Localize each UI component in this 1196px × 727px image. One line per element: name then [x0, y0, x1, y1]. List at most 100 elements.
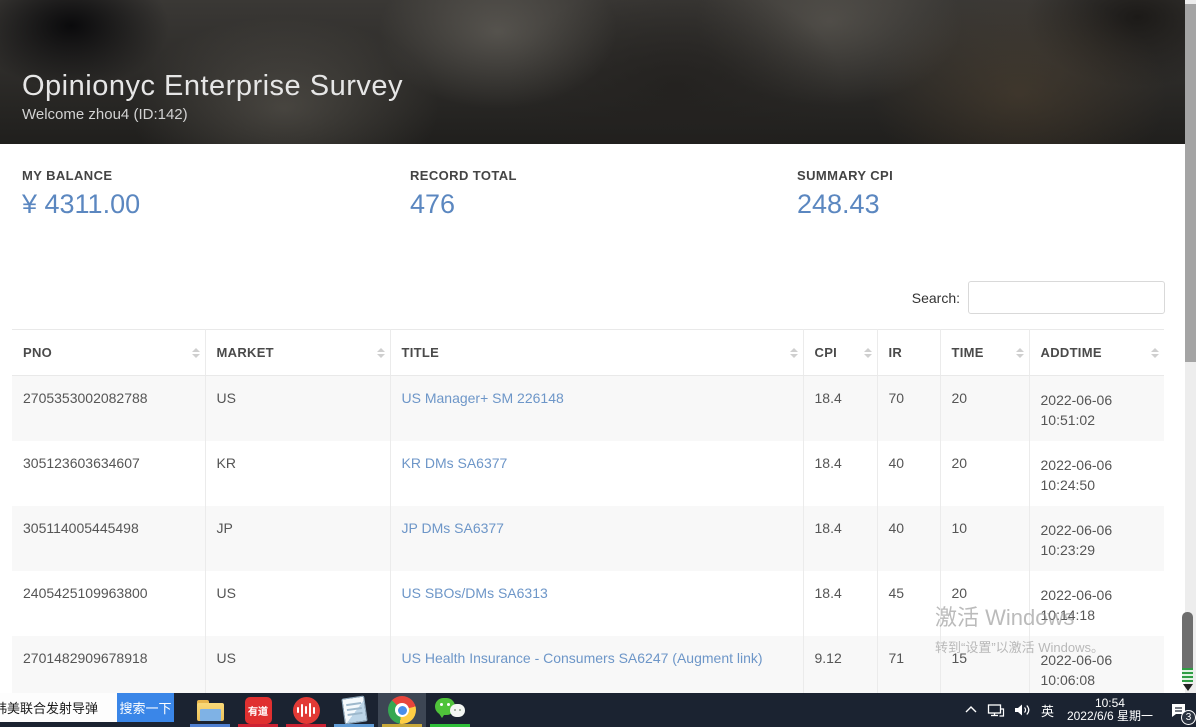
- column-label: PNO: [23, 345, 53, 360]
- stat-value: ¥ 4311.00: [22, 189, 141, 219]
- hero-banner: Opinionyc Enterprise Survey Welcome zhou…: [0, 0, 1185, 144]
- column-label: CPI: [814, 345, 838, 360]
- down-arrow-icon: [1183, 684, 1193, 691]
- running-indicator: [190, 724, 230, 727]
- survey-table: PNO MARKET TITLE CPI IR TIME ADDTIME 270…: [12, 329, 1164, 701]
- table-row: 2701482909678918 US US Health Insurance …: [12, 635, 1164, 701]
- cell-cpi: 18.4: [803, 375, 878, 441]
- taskbar-search-ticker: 韩美联合发射导弹: [0, 701, 99, 716]
- taskbar-app-audio[interactable]: [282, 693, 330, 727]
- table-header-row: PNO MARKET TITLE CPI IR TIME ADDTIME: [12, 329, 1164, 376]
- running-indicator: [238, 724, 278, 727]
- taskbar-apps: 有道: [186, 693, 474, 727]
- column-header-time[interactable]: TIME: [940, 329, 1030, 376]
- addtime-date: 2022-06-06: [1040, 586, 1113, 603]
- sort-icon[interactable]: [376, 347, 385, 358]
- cell-addtime: 2022-06-06 10:24:50: [1029, 441, 1164, 506]
- volume-icon[interactable]: [1014, 703, 1032, 717]
- survey-title-link[interactable]: US Health Insurance - Consumers SA6247 (…: [401, 649, 763, 666]
- page-title: Opinionyc Enterprise Survey: [22, 70, 403, 102]
- survey-title-link[interactable]: KR DMs SA6377: [401, 454, 508, 471]
- cell-ir: 45: [877, 570, 941, 636]
- taskbar-search-box[interactable]: 韩美联合发射导弹: [0, 693, 117, 722]
- stat-label: RECORD TOTAL: [410, 168, 517, 183]
- column-header-cpi[interactable]: CPI: [803, 329, 878, 376]
- tray-chevron-up-icon[interactable]: [964, 704, 978, 716]
- addtime-date: 2022-06-06: [1040, 521, 1113, 538]
- audio-waveform-app-icon: [292, 696, 320, 724]
- column-label: ADDTIME: [1040, 345, 1102, 360]
- column-label: IR: [888, 345, 903, 360]
- addtime-date: 2022-06-06: [1040, 456, 1113, 473]
- column-header-title[interactable]: TITLE: [390, 329, 804, 376]
- scrollbar-track[interactable]: [1185, 0, 1196, 693]
- cell-title: US SBOs/DMs SA6313: [390, 570, 804, 636]
- stat-record-total: RECORD TOTAL 476: [410, 168, 517, 220]
- cell-ir: 40: [877, 440, 941, 506]
- table-row: 2405425109963800 US US SBOs/DMs SA6313 1…: [12, 570, 1164, 636]
- taskbar-app-notepad[interactable]: [330, 693, 378, 727]
- column-header-pno[interactable]: PNO: [12, 329, 206, 376]
- windows-taskbar: 韩美联合发射导弹 搜索一下 有道: [0, 693, 1196, 727]
- tray-clock[interactable]: 10:54 2022/6/6 星期一: [1063, 697, 1157, 723]
- cell-time: 10: [940, 505, 1030, 571]
- file-explorer-icon: [196, 699, 224, 721]
- addtime-clock: 10:14:18: [1040, 606, 1096, 623]
- addtime-clock: 10:23:29: [1040, 541, 1096, 558]
- cell-pno: 2705353002082788: [12, 375, 206, 441]
- taskbar-app-file-explorer[interactable]: [186, 693, 234, 727]
- cell-ir: 40: [877, 505, 941, 571]
- table-search: Search:: [912, 281, 1165, 314]
- sort-icon[interactable]: [863, 347, 872, 358]
- search-label: Search:: [911, 289, 960, 306]
- sort-icon[interactable]: [191, 347, 200, 358]
- widget-body: [1182, 612, 1193, 668]
- cell-cpi: 9.12: [803, 635, 878, 701]
- search-input[interactable]: [968, 281, 1165, 314]
- survey-title-link[interactable]: JP DMs SA6377: [401, 519, 504, 536]
- widget-progress-stripes: [1182, 668, 1193, 682]
- stat-label: SUMMARY CPI: [797, 168, 894, 183]
- cell-cpi: 18.4: [803, 570, 878, 636]
- sort-icon[interactable]: [789, 347, 798, 358]
- input-language-indicator[interactable]: 英: [1040, 703, 1054, 719]
- survey-title-link[interactable]: US SBOs/DMs SA6313: [401, 584, 548, 601]
- column-header-ir[interactable]: IR: [877, 329, 941, 376]
- cell-title: US Health Insurance - Consumers SA6247 (…: [390, 635, 804, 701]
- network-icon[interactable]: [987, 703, 1005, 718]
- stats-row: MY BALANCE ¥ 4311.00 RECORD TOTAL 476 SU…: [0, 168, 1185, 238]
- sort-icon[interactable]: [1151, 347, 1159, 358]
- taskbar-app-youdao[interactable]: 有道: [234, 693, 282, 727]
- cell-cpi: 18.4: [803, 505, 878, 571]
- cell-market: US: [205, 635, 391, 701]
- cell-title: US Manager+ SM 226148: [390, 375, 804, 441]
- column-header-addtime[interactable]: ADDTIME: [1029, 329, 1164, 376]
- cell-time: 20: [940, 440, 1030, 506]
- cell-pno: 2701482909678918: [12, 635, 206, 701]
- stat-summary-cpi: SUMMARY CPI 248.43: [797, 168, 893, 220]
- addtime-date: 2022-06-06: [1040, 392, 1113, 408]
- cell-cpi: 18.4: [803, 440, 878, 506]
- cell-addtime: 2022-06-06 10:06:08: [1029, 635, 1164, 701]
- chrome-icon: [388, 696, 416, 724]
- notification-center-icon[interactable]: 3: [1166, 697, 1196, 725]
- taskbar-app-chrome[interactable]: [378, 693, 426, 727]
- running-indicator: [334, 724, 374, 727]
- survey-title-link[interactable]: US Manager+ SM 226148: [401, 390, 564, 406]
- youdao-dict-icon: 有道: [244, 696, 272, 724]
- taskbar-search-button[interactable]: 搜索一下: [117, 693, 174, 722]
- column-label: MARKET: [216, 345, 274, 360]
- notification-count-badge: 3: [1181, 710, 1196, 725]
- stat-value: 476: [410, 189, 456, 219]
- column-header-market[interactable]: MARKET: [205, 329, 391, 376]
- addtime-clock: 10:24:50: [1040, 476, 1096, 493]
- cell-ir: 71: [877, 635, 941, 701]
- floating-download-widget[interactable]: [1180, 612, 1194, 692]
- taskbar-app-wechat[interactable]: [426, 693, 474, 727]
- scrollbar-thumb[interactable]: [1185, 4, 1196, 362]
- notepad-icon: [340, 695, 368, 725]
- cell-pno: 305114005445498: [12, 505, 206, 571]
- sort-icon[interactable]: [1015, 347, 1024, 358]
- cell-title: JP DMs SA6377: [390, 505, 804, 571]
